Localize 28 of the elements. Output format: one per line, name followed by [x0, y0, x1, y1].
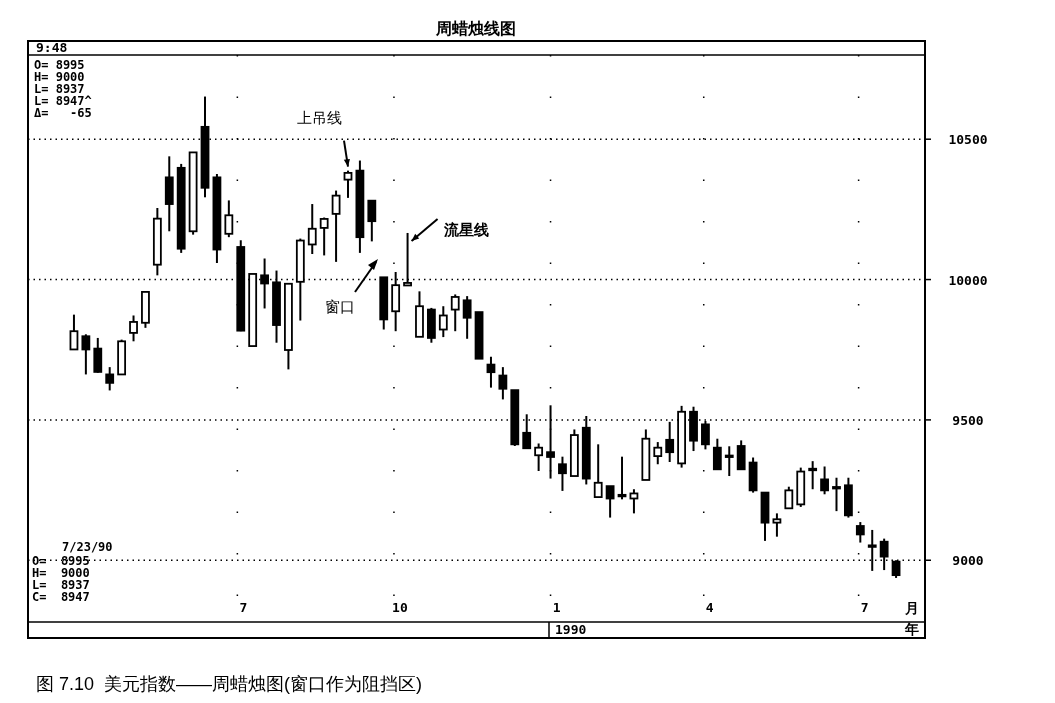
- annotation: 上吊线: [297, 108, 343, 126]
- annotation: 7/23/90: [62, 540, 113, 554]
- x-tick-label: 4: [705, 600, 714, 615]
- annotation: 流星线: [442, 220, 489, 238]
- annotation: 1990: [555, 622, 587, 637]
- annotation: L= 8947^: [34, 94, 92, 108]
- annotation: H= 9000: [32, 566, 90, 580]
- y-tick-label: 10000: [948, 272, 988, 288]
- x-axis-title: 月: [904, 600, 919, 616]
- x-tick-label: 7: [239, 600, 248, 615]
- y-tick-label: 9000: [952, 553, 984, 569]
- annotation: Δ= -65: [34, 106, 92, 120]
- x-tick-label: 1: [552, 600, 561, 615]
- annotation: O= 8995: [32, 554, 90, 568]
- caption: 图 7.10 美元指数——周蜡烛图(窗口作为阻挡区): [36, 674, 423, 694]
- y-tick-label: 10500: [948, 132, 988, 148]
- annotation: L= 8937: [32, 578, 90, 592]
- annotation: 窗口: [325, 298, 355, 315]
- annotation: C= 8947: [32, 590, 90, 604]
- annotation: L= 8937: [34, 82, 85, 96]
- annotation: O= 8995: [34, 58, 85, 72]
- chart-title: 周蜡烛线图: [435, 20, 516, 37]
- annotation: 年: [904, 621, 919, 637]
- y-tick-label: 9500: [952, 412, 984, 428]
- x-tick-label: 7: [860, 600, 869, 615]
- annotation: 9:48: [36, 40, 68, 55]
- annotation: H= 9000: [34, 70, 85, 84]
- x-tick-label: 10: [392, 600, 408, 615]
